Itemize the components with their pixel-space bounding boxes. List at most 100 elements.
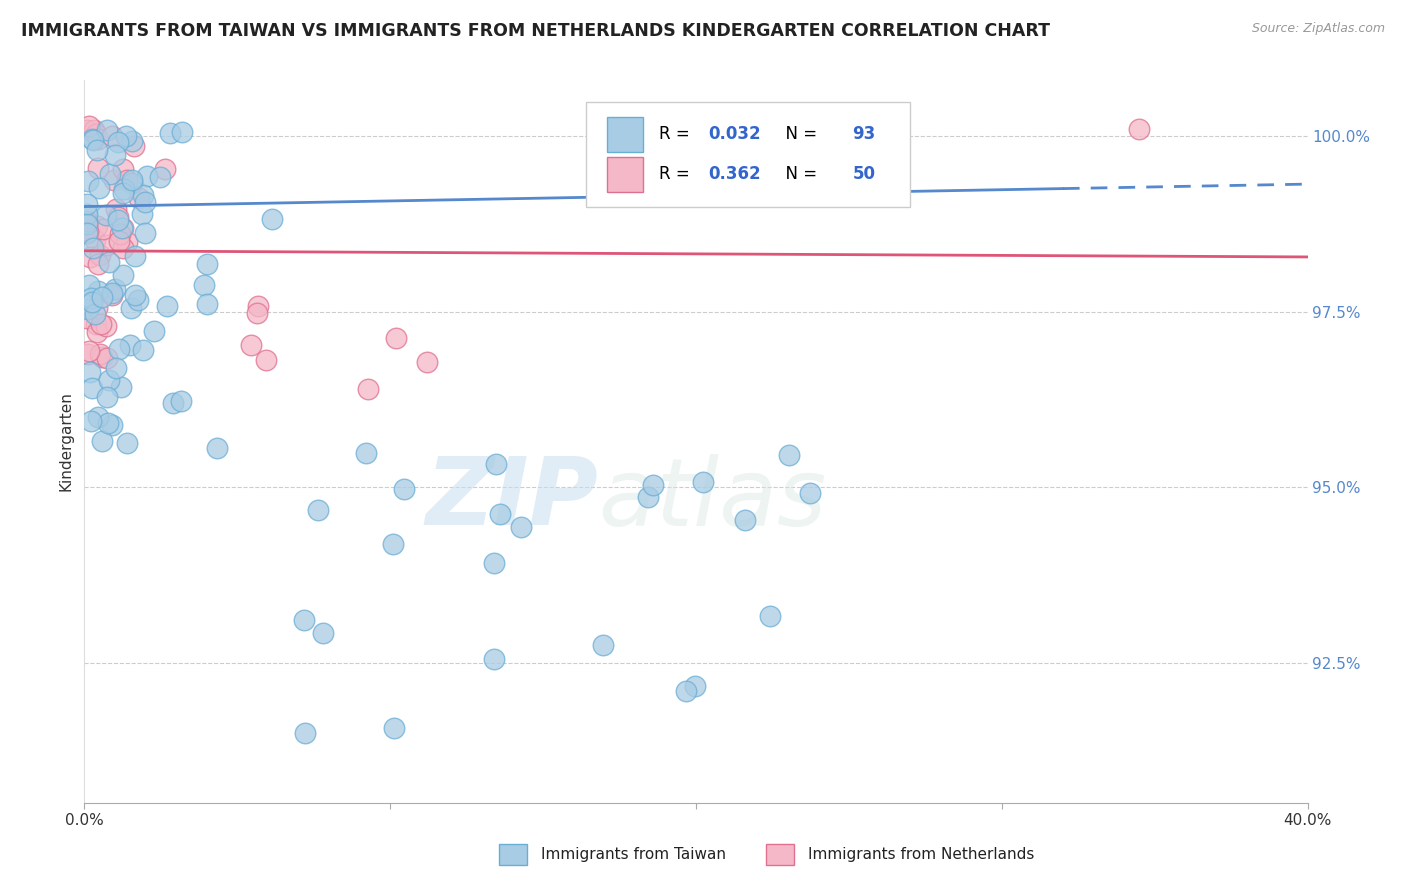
Point <box>121 173 143 187</box>
Text: Immigrants from Taiwan: Immigrants from Taiwan <box>541 847 727 862</box>
Point <box>121 176 143 190</box>
Point <box>111 221 134 235</box>
Point <box>79 119 101 133</box>
Point <box>80 291 103 305</box>
Point <box>692 475 714 489</box>
Point <box>107 210 129 224</box>
Point <box>134 227 156 241</box>
Point <box>246 305 269 319</box>
Point <box>87 285 110 299</box>
Point <box>170 125 193 139</box>
Point <box>101 288 124 302</box>
Point <box>107 234 129 248</box>
Point <box>86 219 108 233</box>
Point <box>685 679 707 693</box>
Point <box>84 318 107 332</box>
Point <box>86 161 108 175</box>
Bar <box>606 157 644 192</box>
Point <box>759 609 782 624</box>
Point <box>77 301 100 316</box>
Point <box>482 556 505 570</box>
Point <box>112 162 135 177</box>
Point <box>83 233 105 247</box>
Point <box>357 382 380 396</box>
Point <box>734 513 756 527</box>
Point <box>354 446 377 460</box>
Point <box>104 360 127 375</box>
Point <box>134 194 156 209</box>
Point <box>104 148 127 162</box>
Point <box>87 256 110 270</box>
Point <box>89 347 111 361</box>
Point <box>485 458 508 472</box>
Text: 50: 50 <box>852 165 876 183</box>
Point <box>240 338 263 352</box>
Point <box>90 317 112 331</box>
Point <box>79 366 101 380</box>
Point <box>82 133 104 147</box>
Text: N =: N = <box>776 126 823 144</box>
Point <box>136 169 159 183</box>
Point <box>98 254 121 268</box>
Point <box>195 257 218 271</box>
Point <box>121 134 143 148</box>
Point <box>142 324 165 338</box>
Text: R =: R = <box>659 165 696 183</box>
Point <box>98 167 121 181</box>
Point <box>89 248 111 262</box>
Point <box>87 181 110 195</box>
Point <box>799 486 821 500</box>
Point <box>195 296 218 310</box>
Point <box>262 212 284 227</box>
Point <box>80 381 103 395</box>
Point <box>114 129 136 144</box>
Point <box>392 482 415 496</box>
Point <box>489 507 512 521</box>
Point <box>79 250 101 264</box>
Point <box>103 173 125 187</box>
Point <box>96 416 118 430</box>
Point <box>80 414 103 428</box>
Point <box>382 721 405 735</box>
Point <box>112 186 135 200</box>
Point <box>128 191 150 205</box>
Point <box>149 170 172 185</box>
Point <box>90 350 112 364</box>
Point <box>76 226 98 240</box>
FancyBboxPatch shape <box>586 102 910 207</box>
Point <box>87 131 110 145</box>
Point <box>76 311 98 326</box>
Point <box>87 410 110 425</box>
Point <box>385 331 408 345</box>
Point <box>100 286 122 301</box>
Text: 0.362: 0.362 <box>709 165 761 183</box>
Point <box>124 288 146 302</box>
Point <box>153 162 176 177</box>
Point <box>294 725 316 739</box>
Point <box>76 197 98 211</box>
Point <box>170 394 193 409</box>
Text: 0.032: 0.032 <box>709 126 761 144</box>
Point <box>83 123 105 137</box>
Point <box>120 301 142 315</box>
Point <box>96 351 118 365</box>
Bar <box>606 117 644 152</box>
Point <box>76 123 98 137</box>
Text: ZIP: ZIP <box>425 453 598 545</box>
Text: N =: N = <box>776 165 823 183</box>
Point <box>101 417 124 432</box>
Point <box>96 123 118 137</box>
Point <box>312 626 335 640</box>
Point <box>115 235 138 249</box>
Point <box>77 347 100 361</box>
Point <box>91 222 114 236</box>
Y-axis label: Kindergarten: Kindergarten <box>58 392 73 491</box>
Point <box>90 290 112 304</box>
Point <box>592 638 614 652</box>
Text: 93: 93 <box>852 126 876 144</box>
Point <box>104 282 127 296</box>
Point <box>381 537 404 551</box>
Point <box>482 652 505 666</box>
Point <box>112 221 135 235</box>
Point <box>112 268 135 282</box>
